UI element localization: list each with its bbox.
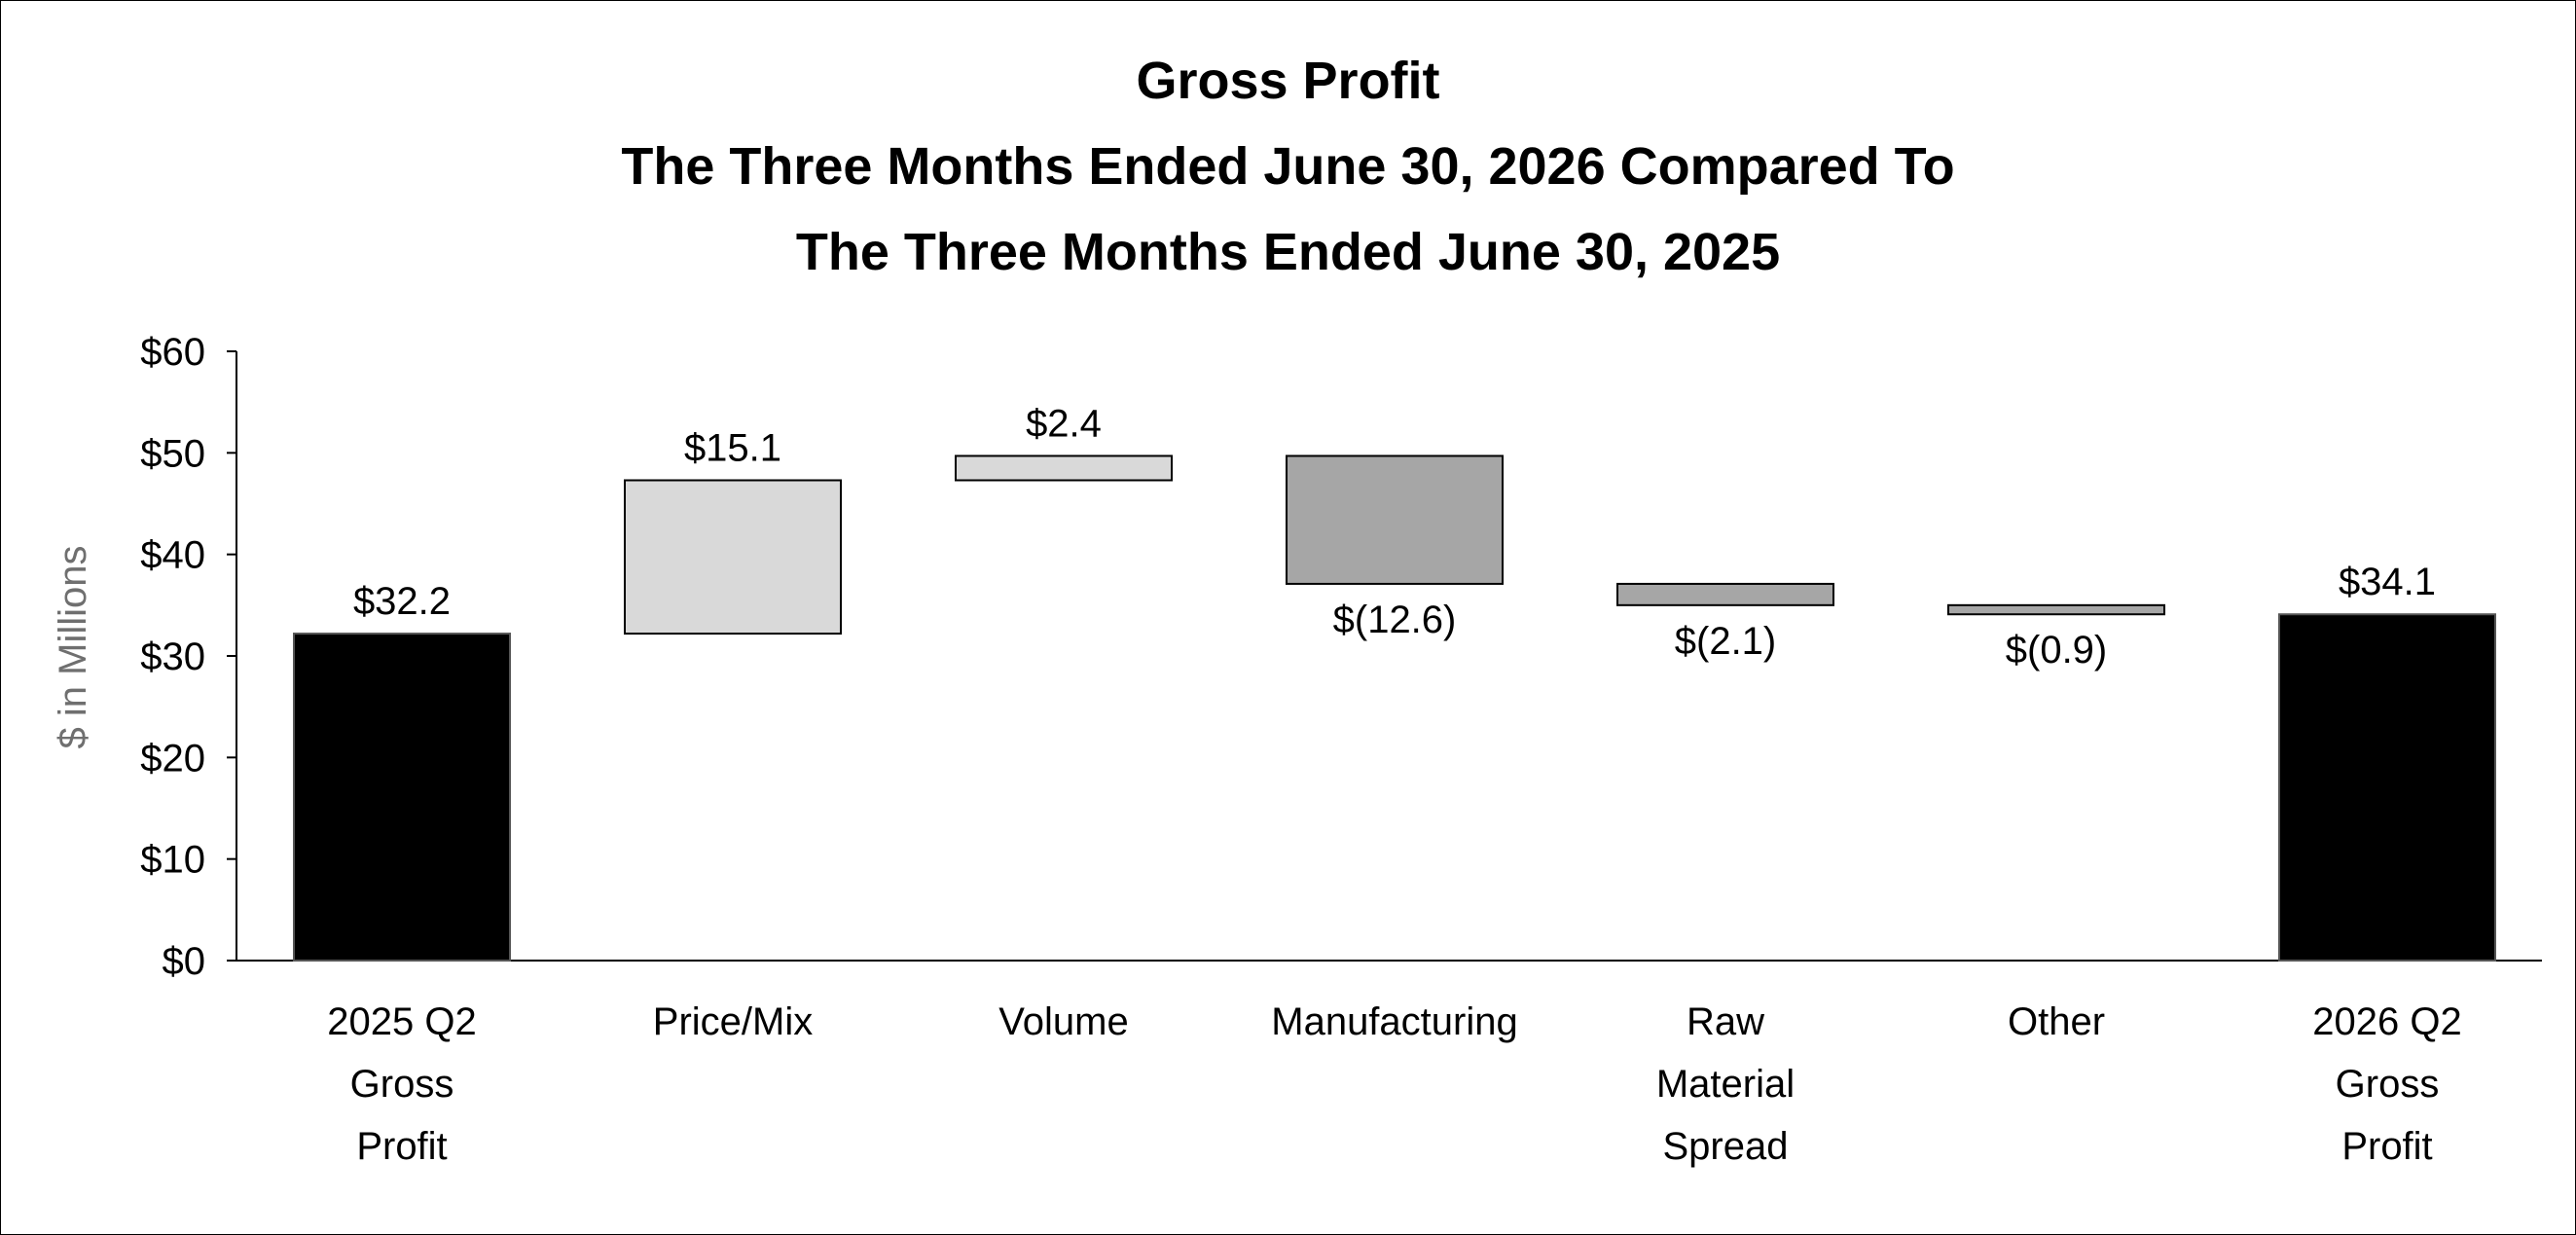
bar-7 [2278, 613, 2496, 962]
x-category-label-5-line-3: Spread [1663, 1125, 1789, 1168]
x-category-label-2-line-1: Price/Mix [653, 1000, 813, 1043]
y-tick-label: $50 [140, 432, 205, 475]
data-label-1: $32.2 [353, 580, 451, 623]
y-tick-label: $60 [140, 331, 205, 374]
bar-2 [624, 479, 842, 636]
x-category-label-6-line-1: Other [2008, 1000, 2105, 1043]
data-label-6: $(0.9) [2006, 629, 2108, 672]
data-label-7: $34.1 [2339, 561, 2436, 603]
x-category-label-3-line-1: Volume [998, 1000, 1128, 1043]
chart-title: Gross Profit [1136, 52, 1440, 110]
y-tick-label: $10 [140, 839, 205, 882]
x-category-label-1-line-3: Profit [356, 1125, 447, 1168]
x-category-label-1-line-1: 2025 Q2 [327, 1000, 476, 1043]
bar-6 [1947, 603, 2165, 616]
chart-title-block: Gross Profit The Three Months Ended June… [1, 38, 2575, 295]
bar-4 [1286, 454, 1504, 585]
chart-subtitle-line-2: The Three Months Ended June 30, 2025 [795, 223, 1781, 281]
data-label-2: $15.1 [684, 427, 781, 470]
data-label-3: $2.4 [1026, 402, 1102, 445]
x-category-label-5-line-2: Material [1656, 1063, 1795, 1106]
x-category-label-5-line-1: Raw [1687, 1000, 1764, 1043]
x-category-label-7-line-2: Gross [2336, 1063, 2440, 1106]
data-label-5: $(2.1) [1675, 620, 1777, 663]
bar-5 [1616, 582, 1834, 606]
y-tick-label: $40 [140, 534, 205, 577]
data-label-4: $(12.6) [1333, 599, 1457, 641]
chart-subtitle-line-1: The Three Months Ended June 30, 2026 Com… [621, 137, 1955, 196]
x-category-label-7-line-3: Profit [2341, 1125, 2432, 1168]
x-category-label-1-line-2: Gross [350, 1063, 454, 1106]
x-category-label-7-line-1: 2026 Q2 [2312, 1000, 2461, 1043]
y-tick-label: $0 [163, 940, 206, 983]
y-tick-label: $20 [140, 737, 205, 780]
x-category-label-4-line-1: Manufacturing [1271, 1000, 1517, 1043]
y-tick-label: $30 [140, 636, 205, 678]
bar-1 [293, 633, 511, 963]
bar-3 [955, 454, 1173, 482]
y-axis-title: $ in Millions [52, 546, 94, 749]
